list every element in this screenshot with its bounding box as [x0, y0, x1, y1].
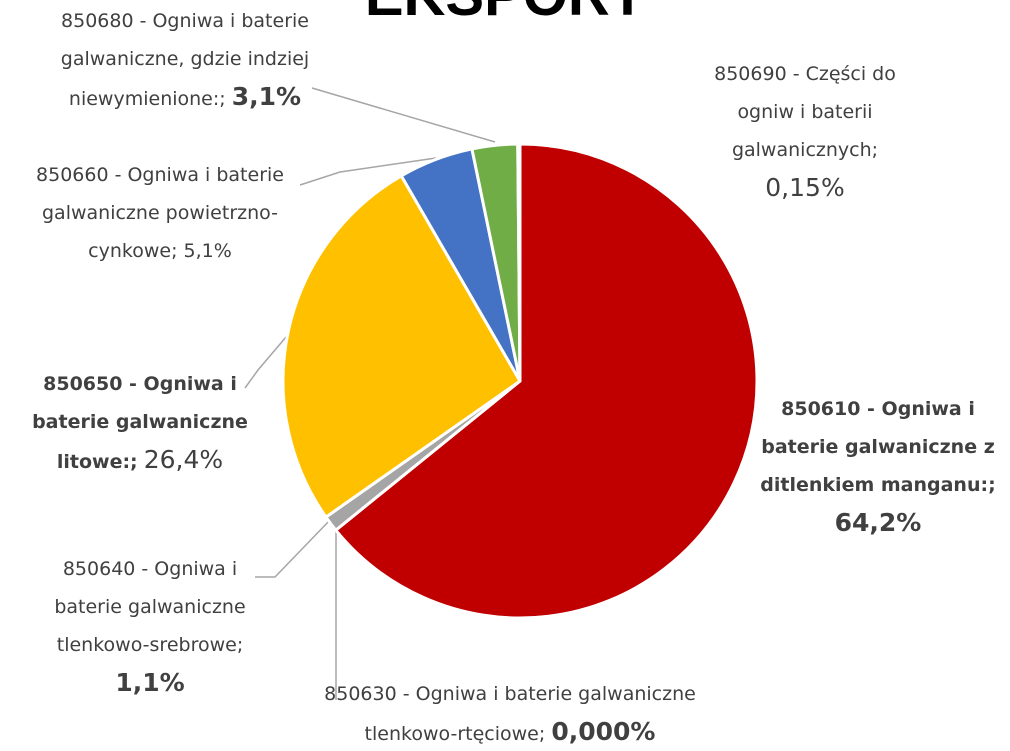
slice-label: 850610 - Ogniwa i baterie galwaniczne z …	[748, 390, 1008, 544]
value-label: 0,000%	[551, 717, 656, 746]
slice	[334, 142, 759, 620]
chart-title: EKSPORT	[0, 0, 1010, 29]
leader-lines	[244, 87, 496, 700]
category-label: 850610 - Ogniwa i baterie galwaniczne z …	[760, 398, 996, 496]
leader-line	[244, 329, 293, 389]
slice-label: 850690 - Części do ogniw i baterii galwa…	[705, 55, 905, 209]
slices	[281, 142, 759, 620]
slice-label: 850660 - Ogniwa i baterie galwaniczne po…	[5, 156, 315, 270]
slice-label: 850680 - Ogniwa i baterie galwaniczne, g…	[20, 2, 350, 118]
slice	[281, 174, 522, 519]
value-label: 3,1%	[231, 82, 302, 111]
value-label: 5,1%	[183, 240, 232, 262]
slice	[516, 142, 522, 383]
category-label: 850650 - Ogniwa i baterie galwaniczne li…	[32, 373, 248, 473]
leader-line	[255, 519, 331, 578]
slice-label: 850630 - Ogniwa i baterie galwaniczne tl…	[290, 675, 730, 751]
category-label: 850690 - Części do ogniw i baterii galwa…	[714, 63, 896, 161]
category-label: 850660 - Ogniwa i baterie galwaniczne po…	[36, 164, 284, 262]
value-label: 64,2%	[834, 508, 922, 537]
leader-line	[299, 157, 437, 186]
category-label: 850680 - Ogniwa i baterie galwaniczne, g…	[60, 10, 310, 110]
value-label: 26,4%	[143, 445, 224, 474]
leader-line	[311, 87, 496, 143]
value-label: 1,1%	[115, 668, 185, 697]
slice-label: 850650 - Ogniwa i baterie galwaniczne li…	[15, 365, 265, 481]
category-label: 850630 - Ogniwa i baterie galwaniczne tl…	[324, 683, 696, 745]
value-label: 0,15%	[765, 173, 845, 202]
category-label: 850640 - Ogniwa i baterie galwaniczne tl…	[54, 558, 246, 656]
slice-label: 850640 - Ogniwa i baterie galwaniczne tl…	[40, 550, 260, 704]
